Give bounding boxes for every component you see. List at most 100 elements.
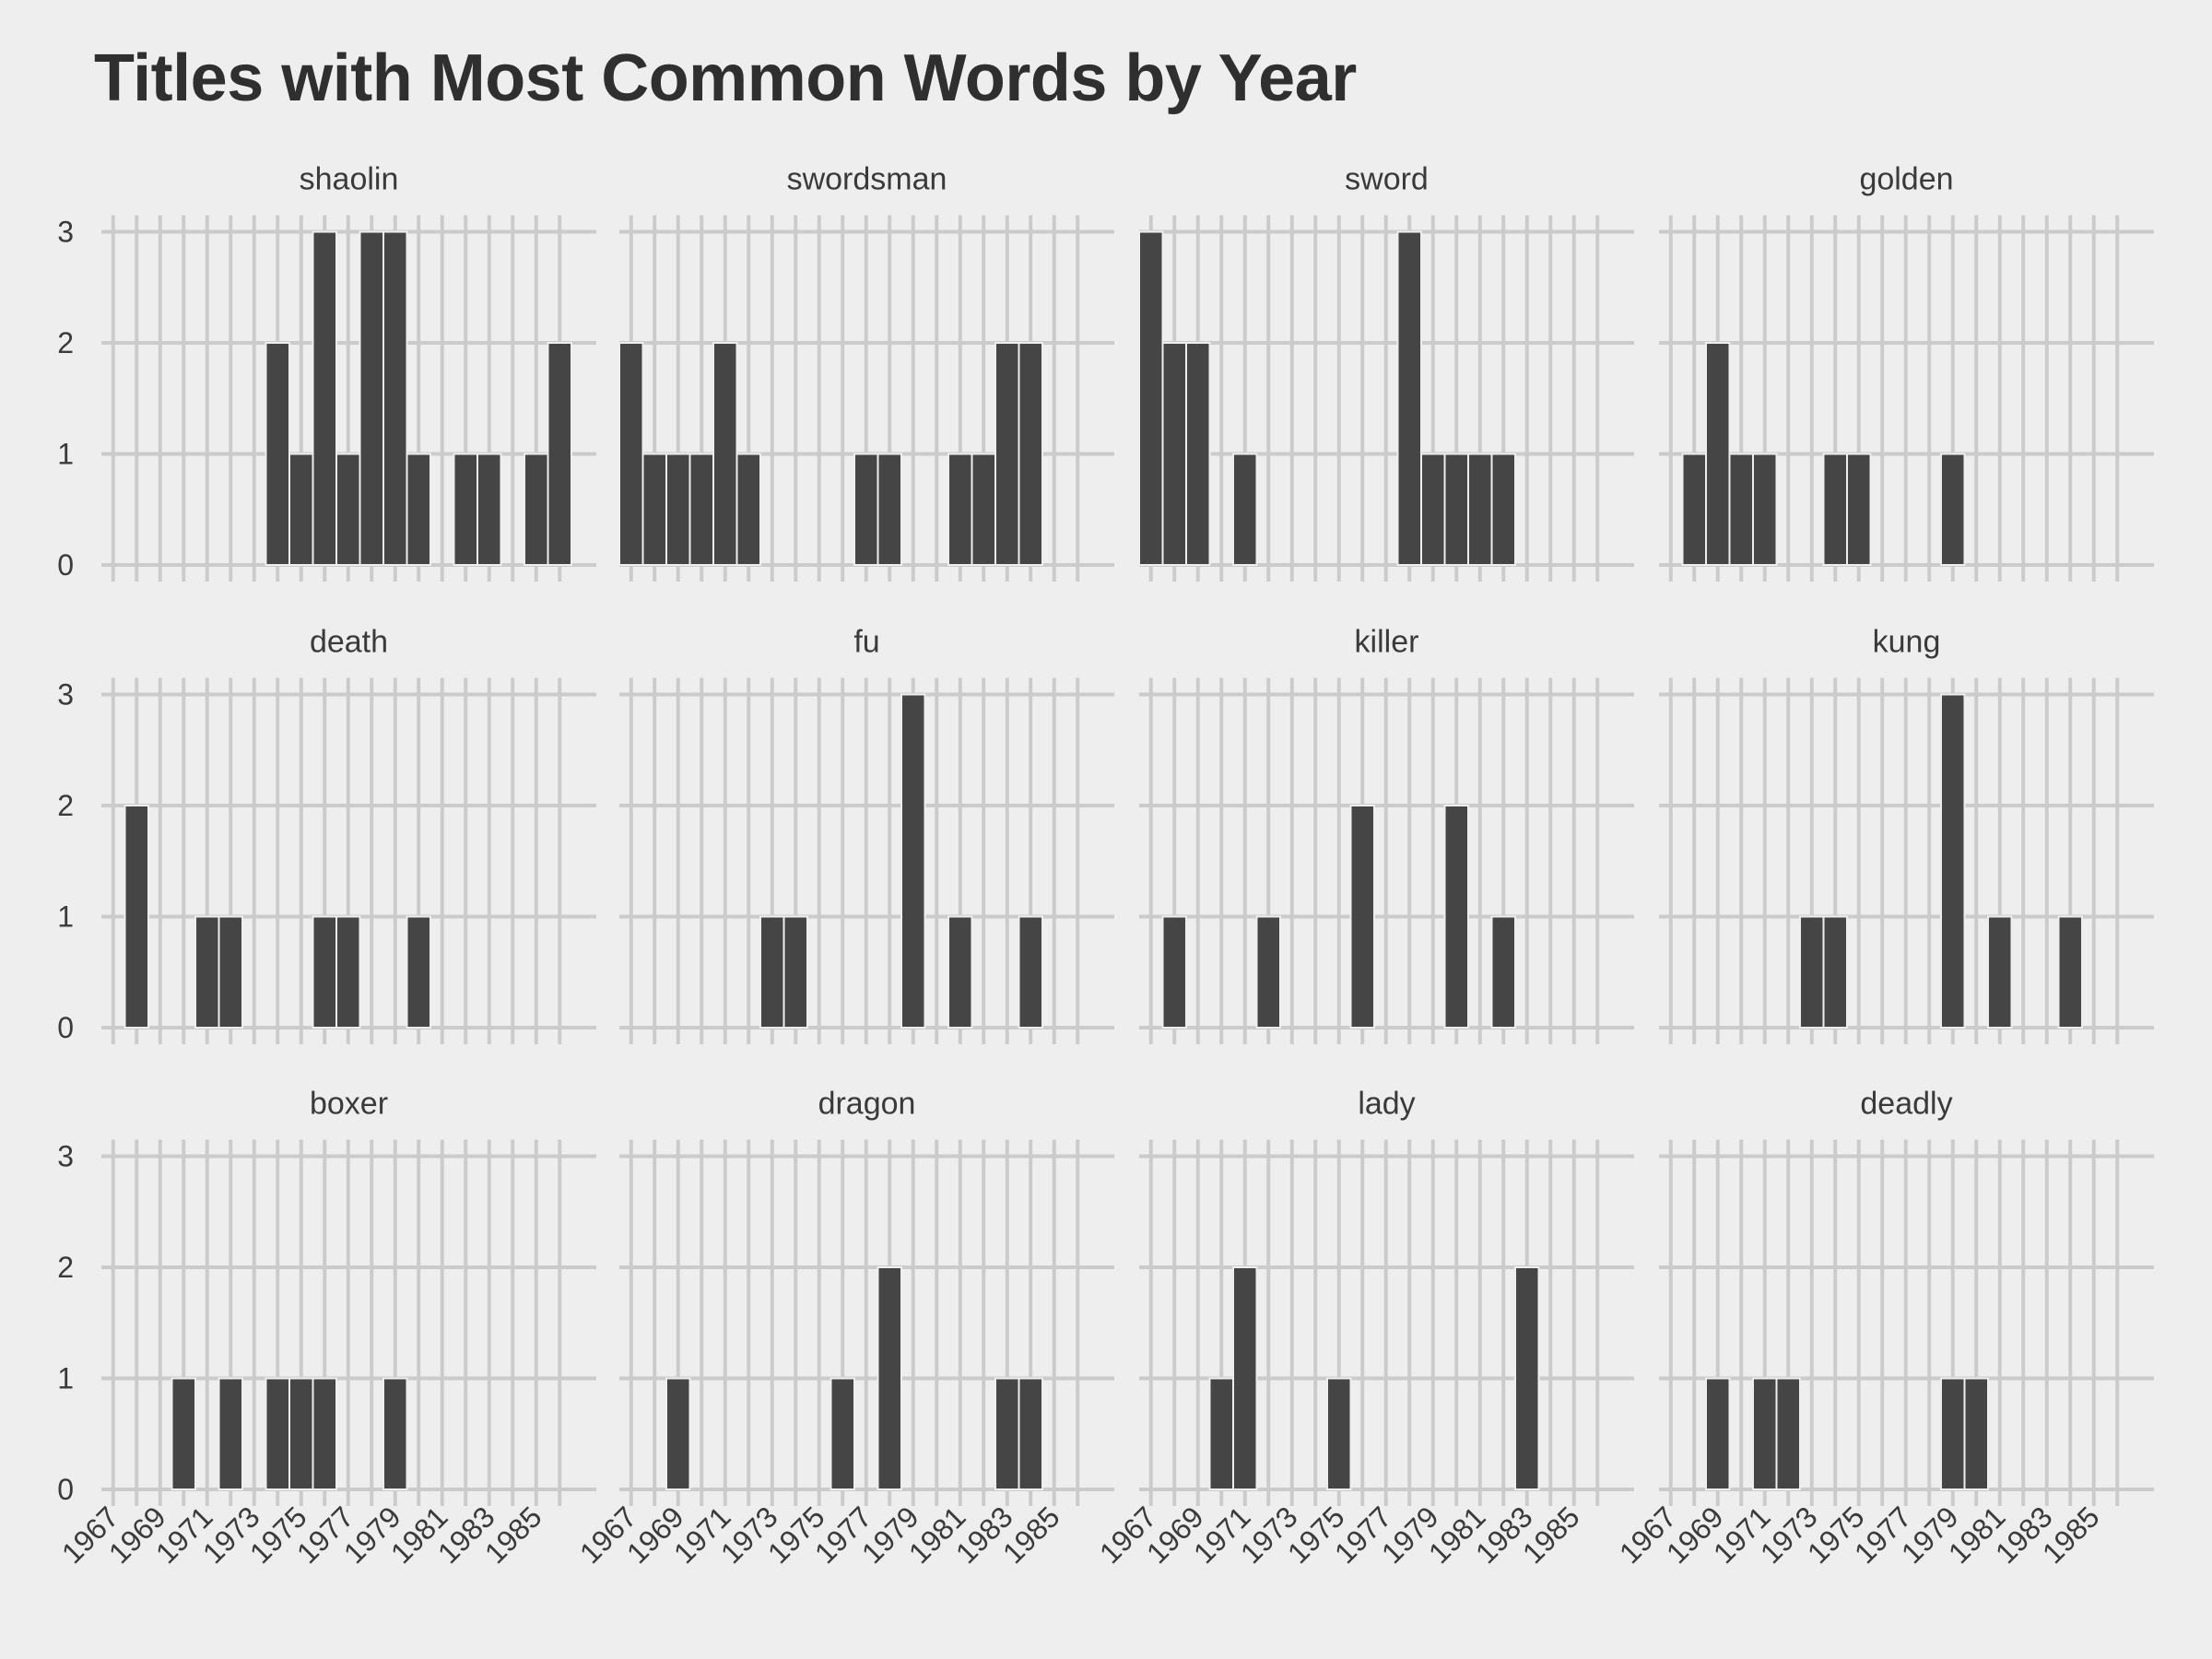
y-tick-label: 3 — [57, 678, 74, 712]
bar-swordsman-1971 — [712, 342, 738, 566]
bar-golden-1971 — [1752, 453, 1778, 566]
bar-shaolin-1983 — [477, 453, 502, 566]
bar-shaolin-1986 — [547, 342, 572, 566]
y-tick-label: 2 — [57, 1251, 74, 1284]
bar-sword-1969 — [1185, 342, 1211, 566]
bar-fu-1984 — [1018, 915, 1043, 1029]
facet-label-golden: golden — [1859, 162, 1953, 197]
bar-sword-1982 — [1490, 453, 1516, 566]
bar-golden-1969 — [1705, 342, 1731, 566]
bar-boxer-1974 — [265, 1377, 290, 1490]
bar-death-1971 — [194, 915, 220, 1029]
facet-label-sword: sword — [1345, 162, 1429, 197]
bar-shaolin-1979 — [382, 230, 408, 566]
bar-fu-1974 — [782, 915, 808, 1029]
facet-panel-golden: golden — [1659, 162, 2154, 582]
facet-label-swordsman: swordsman — [787, 162, 947, 197]
x-tick-label: 1985 — [1516, 1500, 1586, 1570]
facet-label-deadly: deadly — [1860, 1087, 1952, 1122]
bar-death-1968 — [124, 805, 149, 1029]
bar-dragon-1978 — [877, 1266, 902, 1490]
y-tick-label: 0 — [57, 548, 74, 582]
facet-panel-killer: killer — [1139, 625, 1634, 1044]
facet-panel-death: death 0 1 2 3 — [57, 625, 596, 1044]
y-tick-label: 1 — [57, 900, 74, 934]
bar-boxer-1970 — [171, 1377, 196, 1490]
y-tick-label: 0 — [57, 1473, 74, 1506]
bar-swordsman-1970 — [688, 453, 714, 566]
facet-label-fu: fu — [853, 625, 879, 660]
facet-panel-swordsman: swordsman — [618, 162, 1114, 582]
bar-boxer-1979 — [382, 1377, 408, 1490]
bar-kung-1984 — [2057, 915, 2083, 1029]
bar-swordsman-1969 — [665, 453, 691, 566]
bar-kung-1981 — [1987, 915, 2013, 1029]
bar-deadly-1979 — [1940, 1377, 1966, 1490]
bar-boxer-1972 — [218, 1377, 243, 1490]
bar-golden-1968 — [1681, 453, 1707, 566]
bar-swordsman-1972 — [735, 453, 761, 566]
bar-fu-1981 — [947, 915, 973, 1029]
bar-death-1976 — [312, 915, 337, 1029]
bar-lady-1975 — [1326, 1377, 1352, 1490]
bar-dragon-1983 — [994, 1377, 1020, 1490]
bar-golden-1975 — [1846, 453, 1872, 566]
bar-deadly-1969 — [1705, 1377, 1731, 1490]
bar-sword-1967 — [1138, 230, 1164, 566]
bar-swordsman-1984 — [1018, 342, 1043, 566]
bar-killer-1976 — [1349, 805, 1375, 1029]
bar-killer-1968 — [1161, 915, 1187, 1029]
bar-swordsman-1978 — [877, 453, 902, 566]
y-tick-label: 0 — [57, 1011, 74, 1044]
facet-panel-deadly: deadly1967196919711973197519771979198119… — [1613, 1087, 2154, 1570]
bar-deadly-1972 — [1775, 1377, 1801, 1490]
bar-golden-1974 — [1822, 453, 1848, 566]
x-tick-label: 1985 — [478, 1500, 548, 1570]
bar-deadly-1971 — [1752, 1377, 1778, 1490]
bar-dragon-1969 — [665, 1377, 691, 1490]
bar-golden-1970 — [1728, 453, 1754, 566]
facet-panel-kung: kung — [1659, 625, 2154, 1044]
bar-shaolin-1985 — [524, 453, 549, 566]
y-tick-label: 2 — [57, 326, 74, 359]
bar-shaolin-1978 — [359, 230, 384, 566]
bar-kung-1979 — [1940, 693, 1966, 1029]
facet-label-death: death — [310, 625, 388, 660]
bar-lady-1970 — [1208, 1377, 1234, 1490]
bar-sword-1968 — [1161, 342, 1187, 566]
facet-panel-sword: sword — [1138, 162, 1634, 582]
facet-panel-shaolin: shaolin 0 1 2 3 — [57, 162, 596, 582]
bar-swordsman-1968 — [641, 453, 667, 566]
bar-killer-1980 — [1443, 805, 1469, 1029]
y-tick-label: 3 — [57, 216, 74, 249]
bar-swordsman-1977 — [853, 453, 879, 566]
bar-death-1972 — [218, 915, 243, 1029]
y-tick-label: 1 — [57, 1362, 74, 1395]
facet-panel-fu: fu — [619, 625, 1114, 1044]
bar-fu-1979 — [900, 693, 926, 1029]
chart-title: Titles with Most Common Words by Year — [94, 41, 1357, 115]
facet-panel-lady: lady196719691971197319751977197919811983… — [1093, 1087, 1634, 1570]
bar-dragon-1976 — [830, 1377, 855, 1490]
x-tick-label: 1985 — [996, 1500, 1066, 1570]
bar-shaolin-1974 — [265, 342, 290, 566]
bar-sword-1979 — [1420, 453, 1446, 566]
bar-deadly-1980 — [1963, 1377, 1989, 1490]
bar-lady-1971 — [1232, 1266, 1258, 1490]
facet-panel-dragon: dragon1967196919711973197519771979198119… — [573, 1087, 1114, 1570]
y-tick-label: 1 — [57, 438, 74, 471]
bar-swordsman-1981 — [947, 453, 973, 566]
bar-boxer-1976 — [312, 1377, 337, 1490]
bar-sword-1978 — [1396, 230, 1422, 566]
facet-label-kung: kung — [1873, 625, 1941, 660]
bar-kung-1974 — [1822, 915, 1848, 1029]
bar-sword-1981 — [1467, 453, 1493, 566]
bar-kung-1973 — [1799, 915, 1825, 1029]
bar-shaolin-1977 — [335, 453, 361, 566]
bar-death-1977 — [335, 915, 361, 1029]
bar-killer-1982 — [1490, 915, 1516, 1029]
facet-label-killer: killer — [1355, 625, 1419, 660]
bar-shaolin-1980 — [406, 453, 431, 566]
bar-swordsman-1982 — [971, 453, 996, 566]
